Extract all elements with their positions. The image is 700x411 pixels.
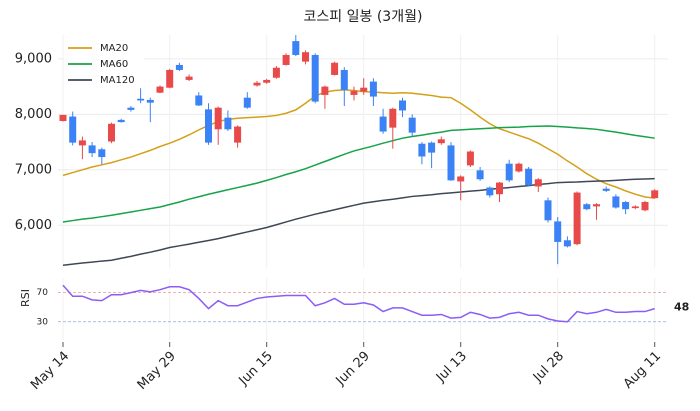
y-tick-label: 9,000 [15, 51, 52, 66]
candle-body [466, 151, 474, 166]
ma-line [62, 177, 655, 266]
y-tick-label: 6,000 [15, 218, 52, 233]
x-tick-label: Jun 15 [236, 349, 276, 389]
candle-body [59, 114, 67, 121]
candle-body [622, 201, 630, 210]
candle-body [263, 79, 271, 83]
candle-body [515, 163, 523, 172]
candle-body [505, 163, 513, 181]
candle-body [331, 62, 339, 75]
chart-title: 코스피 일봉 (3개월) [304, 9, 423, 25]
candle-body [563, 240, 571, 247]
candle-body [496, 182, 503, 195]
ma-line [62, 125, 655, 223]
candle-body [389, 108, 397, 128]
candle-body [651, 190, 659, 199]
candle-body [253, 82, 261, 86]
candle-body [321, 86, 329, 95]
candle-body [418, 143, 426, 157]
candle-body [534, 179, 542, 187]
candle-body [98, 149, 106, 158]
candle-body [311, 54, 319, 102]
candle-body [379, 116, 387, 132]
y-tick-label: 8,000 [15, 107, 52, 122]
candle-body [137, 98, 145, 101]
rsi-last-label: 48 [674, 301, 689, 314]
candle-body [593, 204, 600, 207]
x-tick-label: May 14 [28, 349, 72, 393]
candle-body [583, 204, 591, 210]
candle-body [631, 206, 639, 209]
x-tick-label: Aug 11 [621, 349, 664, 392]
y-tick-label: 7,000 [15, 162, 52, 177]
candle-body [69, 116, 77, 143]
candle-body [428, 142, 436, 153]
candle-body [612, 196, 620, 208]
legend: MA20 MA60 MA120 [64, 40, 144, 88]
candle-body [156, 86, 164, 93]
candle-body [360, 87, 368, 92]
candle-body [78, 140, 86, 146]
rsi-tick-label: 70 [37, 288, 49, 298]
x-tick-label: Jul 13 [433, 349, 470, 386]
candle-body [205, 109, 212, 143]
candle-body [108, 123, 115, 142]
candle-body [224, 117, 232, 130]
candle-body [146, 99, 154, 103]
candle-body [369, 81, 377, 97]
rsi-axis-label: RSI [19, 289, 32, 307]
candle-body [486, 187, 494, 196]
candle-body [437, 139, 445, 144]
candle-body [476, 170, 484, 180]
candle-body [243, 97, 251, 108]
candle-body [544, 200, 552, 221]
candle-body [185, 76, 193, 80]
ma-line [62, 89, 655, 199]
candle-body [117, 119, 125, 123]
candle-body [292, 41, 300, 55]
legend-label: MA60 [100, 59, 128, 70]
candle-body [573, 192, 581, 245]
x-tick-label: May 29 [135, 349, 179, 393]
legend-label: MA20 [100, 43, 128, 54]
rsi-tick-label: 30 [37, 317, 49, 327]
candle-body [302, 52, 309, 62]
candle-body [641, 201, 649, 211]
candle-body [399, 100, 406, 111]
candle-body [350, 91, 358, 95]
candle-body [127, 107, 135, 110]
candle-body [340, 69, 348, 90]
x-tick-label: Jun 29 [333, 349, 373, 389]
candle-body [272, 67, 280, 78]
candle-body [602, 188, 610, 191]
candle-body [234, 126, 242, 143]
candle-body [457, 176, 465, 182]
candle-body [408, 117, 416, 133]
candle-body [554, 221, 562, 242]
candle-body [282, 54, 290, 65]
candle-body [195, 95, 203, 106]
legend-label: MA120 [100, 75, 135, 86]
candle-body [525, 168, 533, 186]
rsi-line [62, 284, 655, 323]
candle-body [175, 64, 183, 70]
candle-body [214, 107, 222, 130]
candle-body [88, 145, 96, 154]
x-tick-label: Jul 28 [530, 349, 567, 386]
candle-body [447, 145, 455, 181]
candle-body [166, 69, 174, 88]
